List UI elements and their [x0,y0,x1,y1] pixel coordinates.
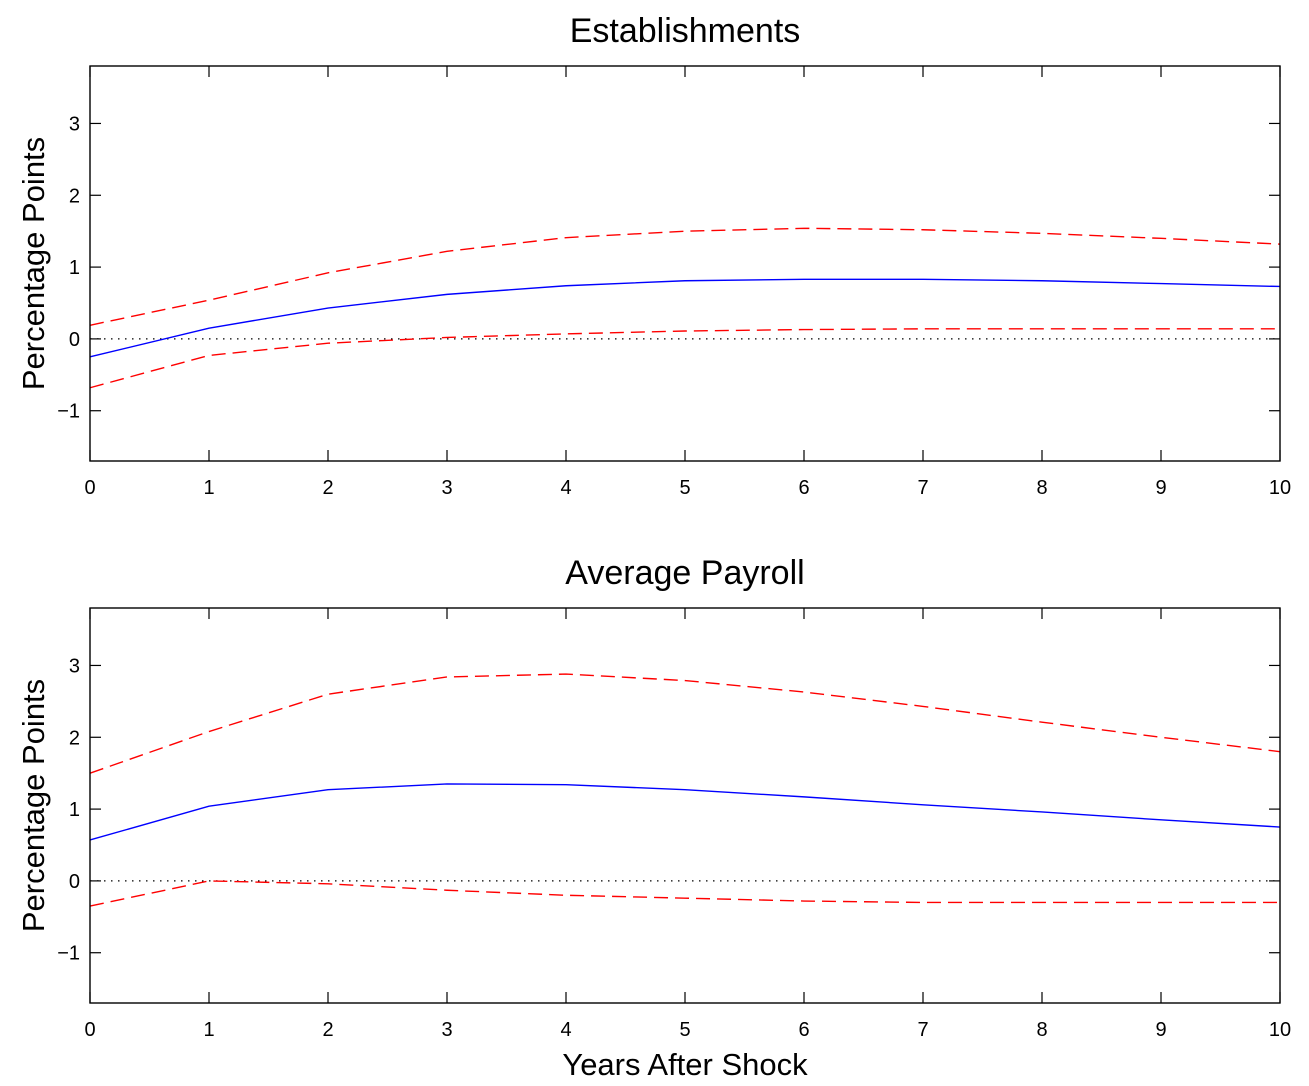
panel-establishments: 0 1 2 3 4 5 6 7 8 9 10 −1 0 1 2 3 Establishments Percenta… [16,12,1291,499]
x-tick-label: 6 [798,477,809,499]
chart-title: Establishments [570,12,801,50]
y-tick-label: 1 [69,799,80,821]
x-tick-label: 10 [1269,477,1291,499]
x-tick-label: 3 [441,477,452,499]
x-tick-label: 6 [798,1019,809,1041]
y-tick-label: 3 [69,113,80,135]
y-tick-label: 0 [69,871,80,893]
y-tick-label: 2 [69,185,80,207]
x-tick-label: 9 [1155,1019,1166,1041]
x-tick-label: 10 [1269,1019,1291,1041]
y-tick-label: −1 [57,401,80,423]
x-axis-label: Years After Shock [562,1047,808,1082]
axes-box [89,65,1281,462]
x-tick-label: 2 [322,477,333,499]
y-tick-label: 3 [69,655,80,677]
x-tick-label: 1 [203,477,214,499]
x-tick-label: 8 [1036,477,1047,499]
y-axis-label: Percentage Points [16,679,51,932]
x-tick-label: 9 [1155,477,1166,499]
y-tick-label: 1 [69,257,80,279]
series-upper-band-line [89,673,1281,774]
x-tick-label: 5 [679,477,690,499]
series-lower-band-line [89,328,1280,389]
x-tick-label: 8 [1036,1019,1047,1041]
x-tick-label: 0 [84,477,95,499]
chart-title: Average Payroll [565,554,804,592]
y-tick-label: 2 [69,727,80,749]
x-tick-label: 5 [679,1019,690,1041]
x-tick-label: 4 [560,477,571,499]
x-tick-label: 7 [917,477,928,499]
x-tick-label: 3 [441,1019,452,1041]
series-estimate-line [89,783,1281,841]
series-upper-band-line [89,227,1281,326]
x-tick-label: 0 [84,1019,95,1041]
x-tick-label: 4 [560,1019,571,1041]
x-tick-label: 7 [917,1019,928,1041]
y-axis-label: Percentage Points [16,137,51,390]
series-estimate-line [89,278,1281,358]
x-tick-label: 1 [203,1019,214,1041]
y-tick-label: −1 [57,943,80,965]
panel-average-payroll: 0 1 2 3 4 5 6 7 8 9 10 −1 0 1 2 3 Average Payroll Percent… [16,554,1291,1082]
axes-box [89,607,1281,1004]
x-tick-label: 2 [322,1019,333,1041]
y-tick-label: 0 [69,329,80,351]
series-lower-band-line [89,880,1280,907]
